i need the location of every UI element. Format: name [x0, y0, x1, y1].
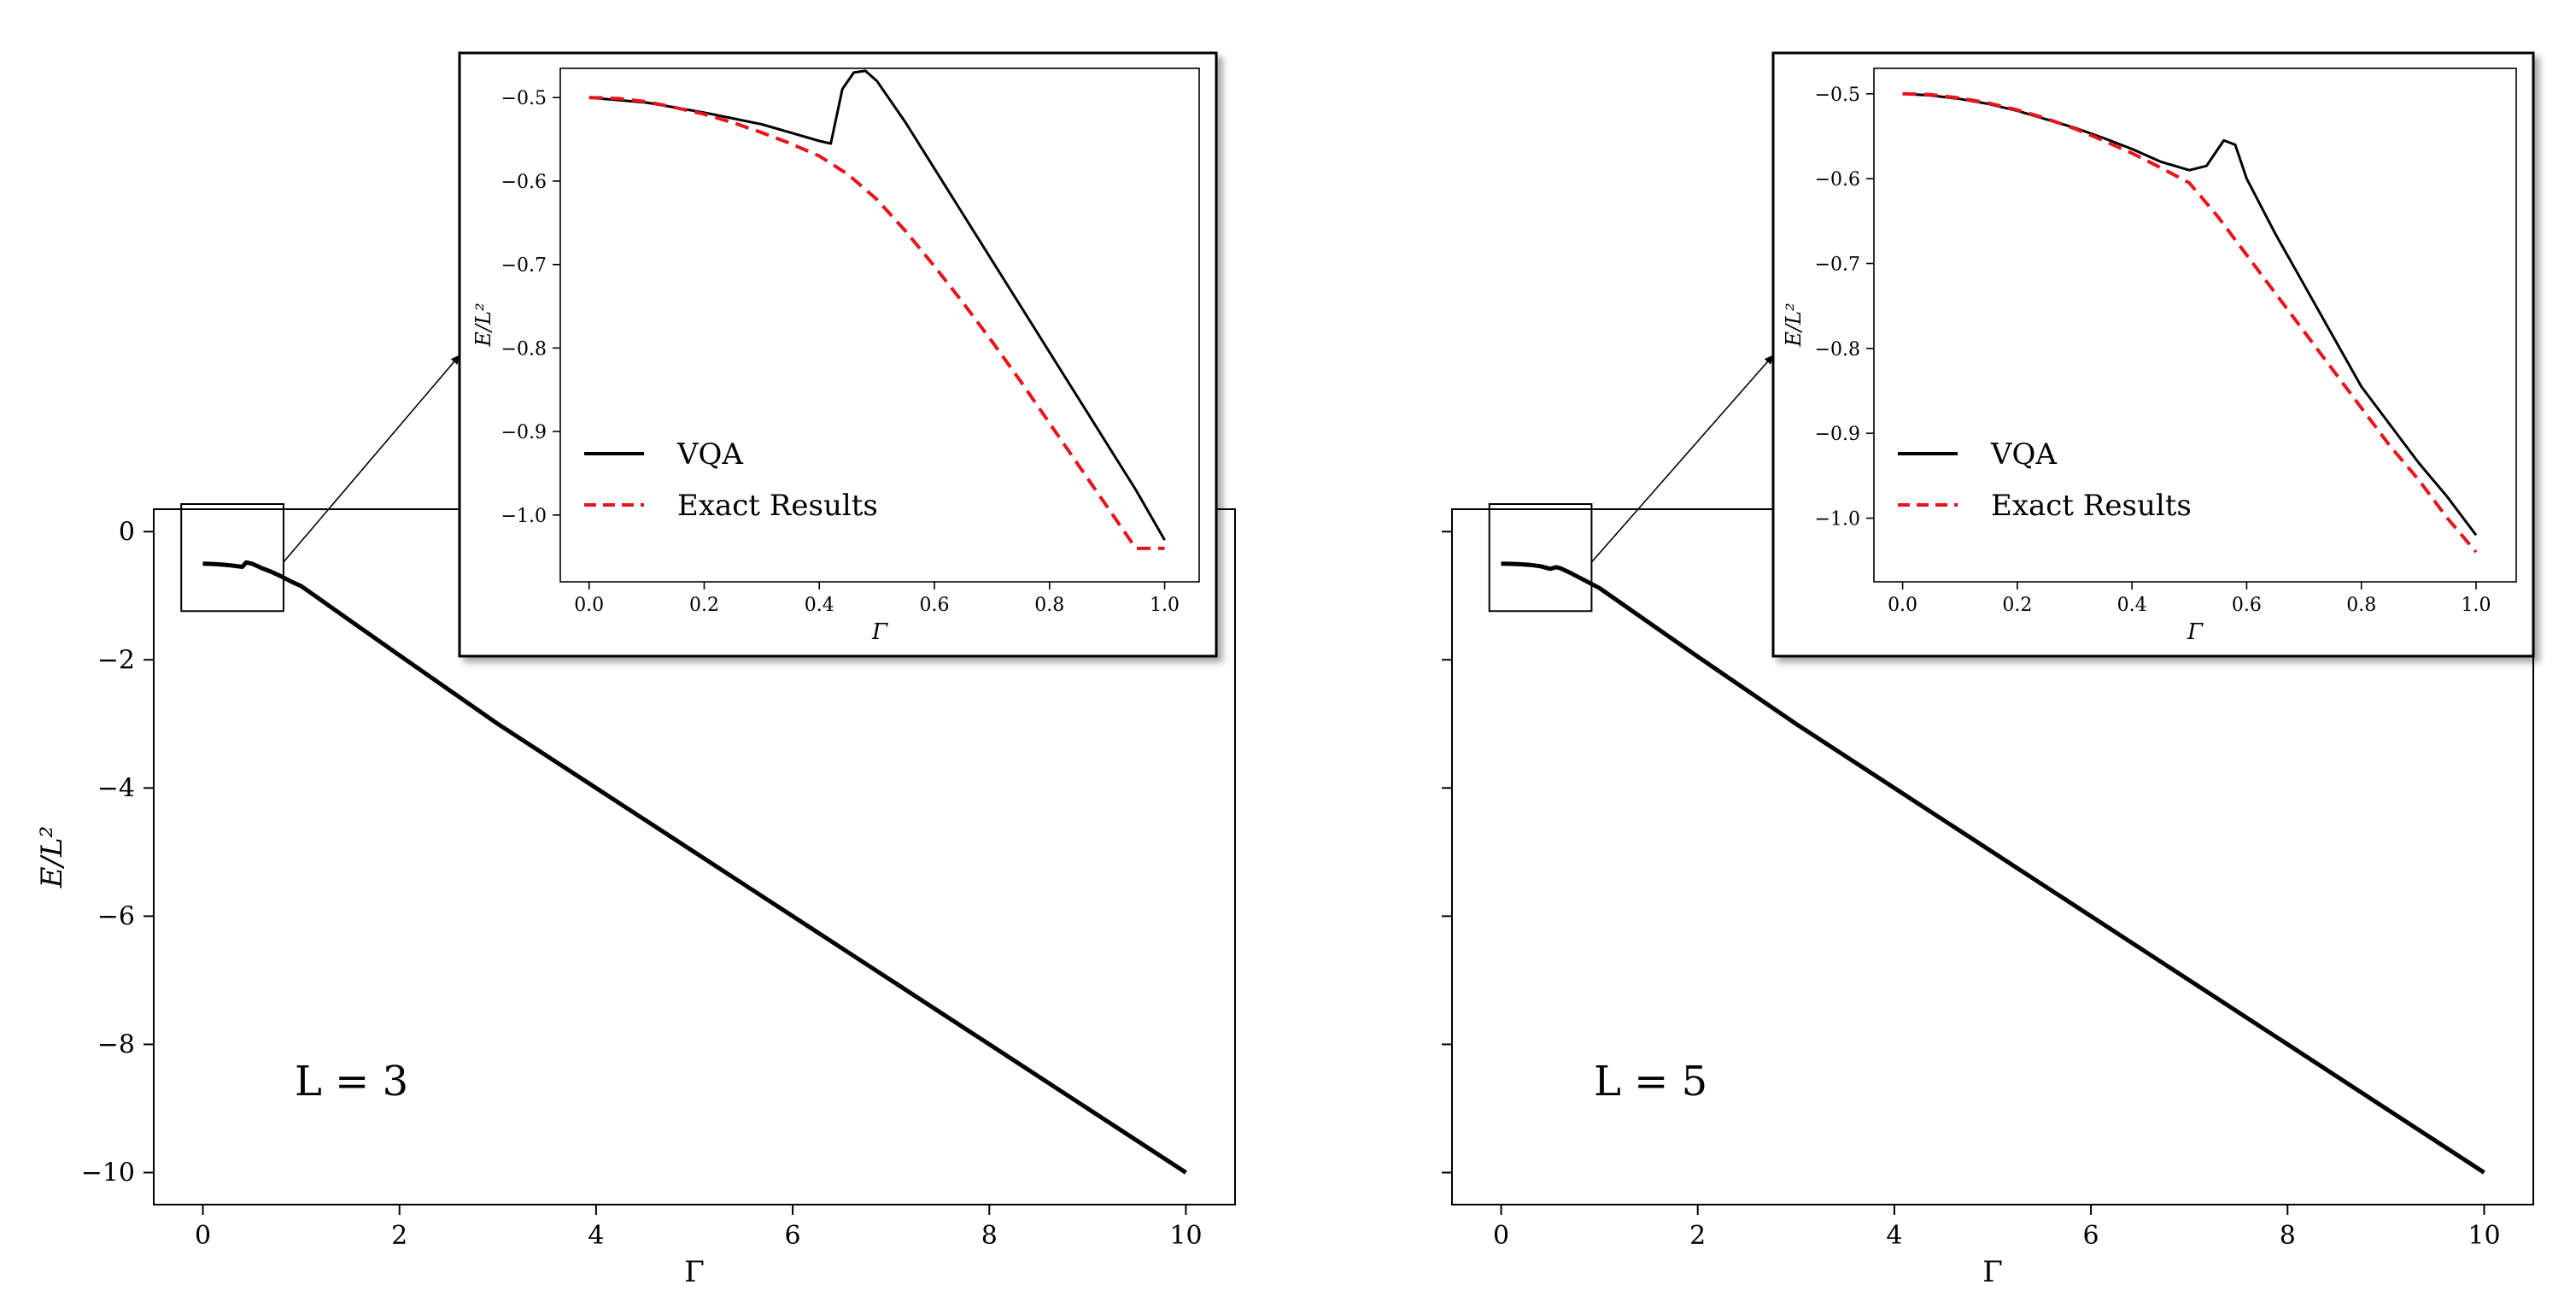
inset-x-axis: 0.0 0.2 0.4 0.6 0.8 1.0 — [1888, 582, 2491, 616]
inset-y-tick-label: −1.0 — [1815, 508, 1860, 530]
inset-frame — [1771, 51, 2535, 658]
main-vqa-line — [202, 560, 1187, 1175]
x-tick-label: 10 — [1169, 1221, 1202, 1251]
inset-y-tick-label: −0.5 — [1815, 85, 1860, 106]
main-vqa-line — [1501, 561, 2485, 1175]
x-tick-label: 10 — [2468, 1221, 2500, 1251]
legend: VQA Exact Results — [1898, 437, 2192, 523]
inset-y-tick-label: −0.9 — [1815, 424, 1860, 445]
series-layer — [202, 560, 1187, 1175]
inset-x-tick-label: 0.2 — [2002, 595, 2032, 616]
inset-x-tick-label: 0.2 — [689, 595, 719, 616]
inset-x-tick-label: 0.4 — [2117, 595, 2147, 616]
inset-x-tick-label: 0.8 — [2346, 595, 2376, 616]
annotation-label: L = 3 — [295, 1058, 408, 1106]
x-tick-label: 6 — [2083, 1221, 2099, 1251]
inset-x-axis: 0.0 0.2 0.4 0.6 0.8 1.0 — [574, 582, 1180, 616]
x-axis: 0 2 4 6 8 10 — [195, 1205, 1203, 1251]
y-axis — [1442, 531, 1452, 1174]
inset-x-tick-label: 0.0 — [574, 595, 604, 616]
inset-y-tick-label: −0.8 — [501, 338, 547, 360]
x-tick-label: 0 — [195, 1221, 211, 1251]
legend-exact-label: Exact Results — [677, 489, 878, 523]
panel-2: 0 2 4 6 8 10 L = 5 Γ 0.0 0.2 0.4 0.6 0.8 1.0 −0.5−… — [1442, 51, 2535, 1289]
inset-y-tick-label: −1.0 — [501, 506, 547, 527]
x-tick-label: 2 — [391, 1221, 407, 1251]
inset-y-tick-label: −0.7 — [1815, 254, 1860, 275]
zoom-arrow — [1590, 355, 1774, 563]
y-tick-label: −2 — [97, 645, 135, 675]
legend-exact-label: Exact Results — [1991, 489, 2192, 523]
inset-y-axis: −0.5 −0.6 −0.7 −0.8 −0.9 −1.0 — [1815, 85, 1874, 530]
inset-axes-frame — [1873, 67, 2517, 583]
inset-x-tick-label: 1.0 — [1150, 595, 1180, 616]
inset-y-tick-label: −0.6 — [1815, 169, 1860, 191]
inset-x-tick-label: 1.0 — [2462, 595, 2491, 616]
inset-x-axis-title: Γ — [871, 619, 888, 645]
inset-y-axis-title: E/L² — [471, 302, 495, 347]
y-tick-label: −8 — [97, 1029, 135, 1059]
inset-y-tick-label: −0.7 — [501, 255, 547, 277]
zoom-box — [180, 502, 284, 613]
legend-vqa-label: VQA — [676, 437, 743, 472]
legend: VQA Exact Results — [584, 437, 878, 523]
inset-series-layer — [1902, 91, 2478, 554]
y-tick-label: 0 — [119, 517, 135, 547]
inset-exact-results-line — [588, 96, 1165, 550]
inset-axes-frame — [559, 67, 1200, 583]
x-axis: 0 2 4 6 8 10 — [1493, 1205, 2501, 1251]
legend-vqa-label: VQA — [1990, 437, 2057, 472]
inset-y-tick-label: −0.5 — [501, 88, 547, 109]
series-layer — [1501, 561, 2485, 1175]
inset-x-tick-label: 0.6 — [920, 595, 950, 616]
inset-x-tick-label: 0.4 — [805, 595, 834, 616]
inset-y-tick-label: −0.6 — [501, 172, 547, 193]
x-tick-label: 2 — [1689, 1221, 1706, 1251]
x-axis-title: Γ — [1982, 1255, 2003, 1289]
inset-frame — [458, 51, 1218, 658]
inset: 0.0 0.2 0.4 0.6 0.8 1.0 −0.5−0.6−0.7−0.8−0.9−… — [1771, 51, 2535, 658]
panel-1: 0 2 4 6 8 10 0 −2 −4 −6 −8 −10 L = 3 Γ E/L² 0.0 0.2… — [35, 51, 1236, 1289]
inset-y-axis: −0.5 −0.6 −0.7 −0.8 −0.9 −1.0 — [501, 88, 560, 527]
x-tick-label: 4 — [588, 1221, 604, 1251]
x-axis-title: Γ — [684, 1255, 705, 1289]
zoom-arrow — [283, 355, 460, 563]
inset: 0.0 0.2 0.4 0.6 0.8 1.0 −0.5−0.6−0.7−0.8−0.9−… — [458, 51, 1218, 658]
inset-x-tick-label: 0.0 — [1888, 595, 1917, 616]
y-axis-title: E/L² — [35, 826, 69, 889]
y-tick-label: −10 — [81, 1158, 135, 1188]
x-tick-label: 0 — [1493, 1221, 1509, 1251]
inset-x-tick-label: 0.6 — [2232, 595, 2262, 616]
x-tick-label: 8 — [981, 1221, 998, 1251]
inset-y-axis-title: E/L² — [1782, 302, 1806, 347]
x-tick-label: 6 — [785, 1221, 801, 1251]
inset-y-tick-label: −0.9 — [501, 422, 547, 443]
y-axis: 0 −2 −4 −6 −8 −10 — [81, 517, 154, 1188]
inset-y-tick-label: −0.8 — [1815, 339, 1860, 361]
x-tick-label: 8 — [2280, 1221, 2296, 1251]
inset-series-layer — [588, 69, 1166, 550]
y-tick-label: −6 — [97, 901, 135, 931]
x-tick-label: 4 — [1886, 1221, 1902, 1251]
annotation-label: L = 5 — [1594, 1058, 1707, 1106]
inset-x-tick-label: 0.8 — [1034, 595, 1064, 616]
y-tick-label: −4 — [97, 773, 135, 803]
inset-vqa-line — [1902, 92, 2478, 537]
inset-x-axis-title: Γ — [2187, 619, 2204, 645]
zoom-box — [1488, 502, 1593, 613]
inset-exact-results-line — [1902, 91, 2478, 554]
